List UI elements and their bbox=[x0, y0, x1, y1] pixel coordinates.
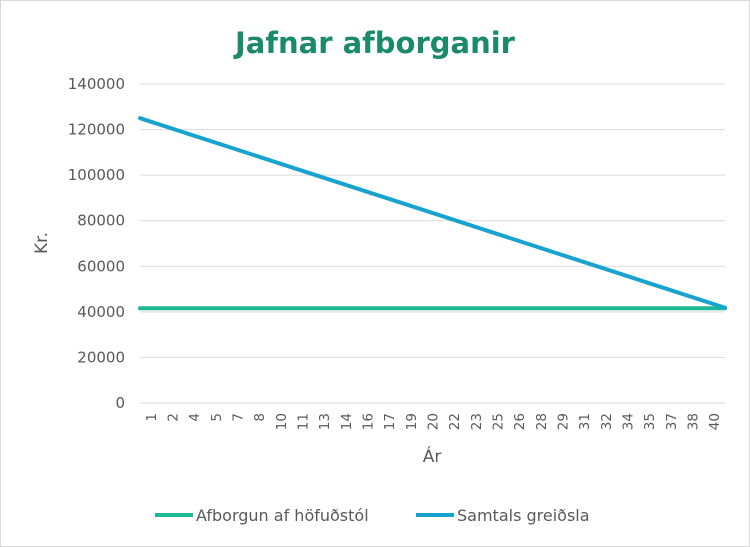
x-tick-label: 32 bbox=[599, 413, 615, 430]
x-tick-label: 4 bbox=[187, 413, 203, 422]
x-tick-label: 29 bbox=[556, 413, 572, 430]
x-tick-label: 7 bbox=[231, 413, 247, 422]
x-tick-label: 34 bbox=[621, 413, 637, 430]
x-tick-label: 31 bbox=[577, 413, 593, 430]
series-line-1 bbox=[138, 116, 727, 310]
y-tick-label: 20000 bbox=[77, 348, 125, 366]
x-tick-label: 35 bbox=[642, 413, 658, 430]
x-tick-label: 8 bbox=[252, 413, 268, 422]
y-tick-label: 80000 bbox=[77, 212, 125, 230]
legend-label-samtals: Samtals greiðsla bbox=[457, 506, 590, 525]
x-tick-label: 26 bbox=[512, 413, 528, 430]
legend: Afborgun af höfuðstól Samtals greiðsla bbox=[155, 506, 590, 525]
legend-label-afborgun: Afborgun af höfuðstól bbox=[196, 506, 369, 525]
x-tick-label: 10 bbox=[274, 413, 290, 430]
x-tick-label: 14 bbox=[339, 413, 355, 430]
x-tick-label: 19 bbox=[404, 413, 420, 430]
x-tick-label: 40 bbox=[707, 413, 723, 430]
y-axis-ticks: 0 20000 40000 60000 80000 100000 120000 140000 bbox=[68, 75, 125, 412]
y-tick-label: 140000 bbox=[68, 75, 125, 93]
x-tick-label: 1 bbox=[144, 413, 160, 422]
x-tick-label: 11 bbox=[296, 413, 312, 430]
x-tick-label: 17 bbox=[382, 413, 398, 430]
x-tick-label: 37 bbox=[664, 413, 680, 430]
y-tick-label: 0 bbox=[115, 394, 125, 412]
x-tick-label: 22 bbox=[447, 413, 463, 430]
x-tick-label: 25 bbox=[491, 413, 507, 430]
y-axis-label: Kr. bbox=[32, 232, 52, 254]
x-tick-label: 38 bbox=[686, 413, 702, 430]
x-tick-label: 5 bbox=[209, 413, 225, 422]
y-tick-label: 60000 bbox=[77, 257, 125, 275]
y-tick-label: 100000 bbox=[68, 166, 125, 184]
y-tick-label: 40000 bbox=[77, 303, 125, 321]
y-tick-label: 120000 bbox=[68, 121, 125, 139]
x-tick-label: 16 bbox=[361, 413, 377, 430]
x-tick-label: 13 bbox=[317, 413, 333, 430]
chart-title: Jafnar afborganir bbox=[235, 26, 515, 60]
x-tick-label: 2 bbox=[166, 413, 182, 422]
x-axis-label: Ár bbox=[423, 445, 442, 467]
series-lines bbox=[138, 116, 727, 311]
x-tick-label: 28 bbox=[534, 413, 550, 430]
x-tick-label: 23 bbox=[469, 413, 485, 430]
x-tick-label: 20 bbox=[426, 413, 442, 430]
x-axis-ticks: 1 2 4 5 7 8 10 11 13 14 16 17 19 20 22 23 25 26 28 29 31 32 34… bbox=[144, 413, 723, 430]
gridlines bbox=[140, 83, 725, 358]
